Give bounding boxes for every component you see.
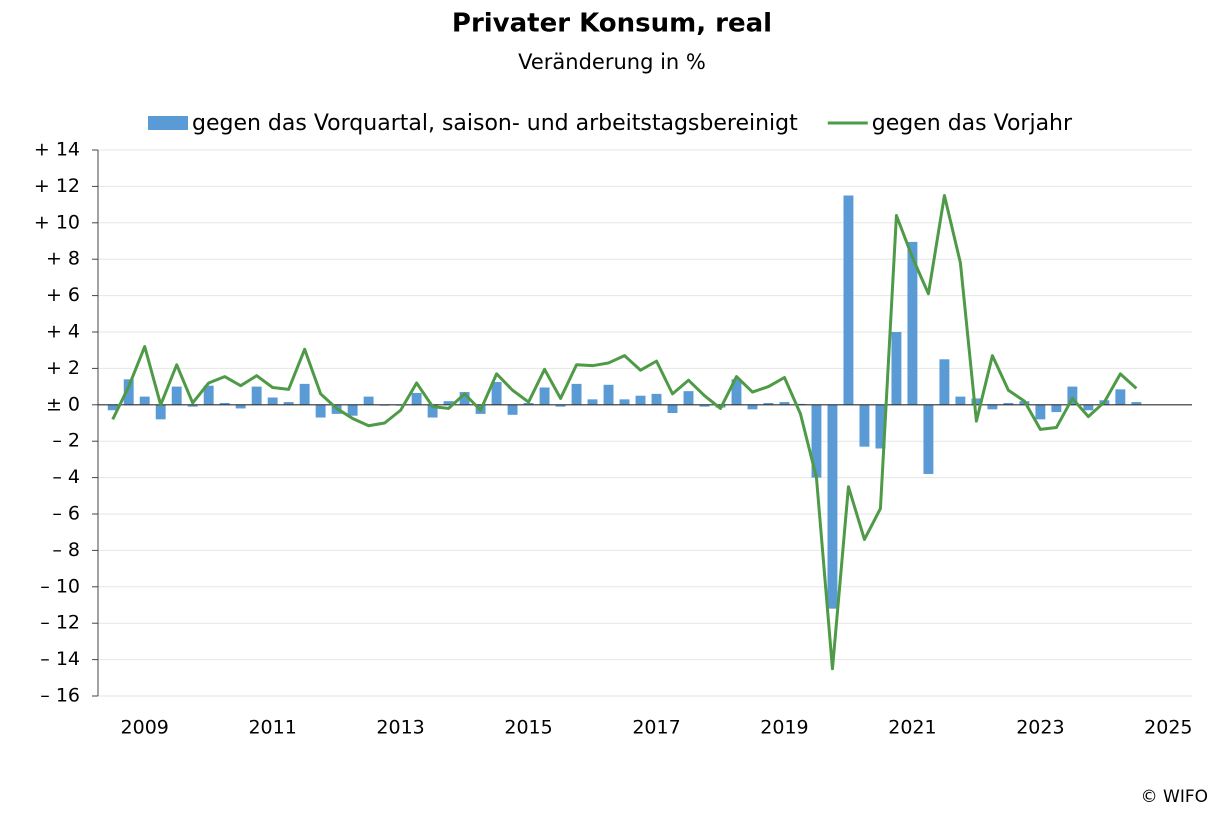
x-tick-label: 2009 (121, 717, 169, 739)
bar (587, 399, 598, 405)
bar (939, 359, 950, 405)
bar (651, 393, 662, 405)
x-tick-label: 2023 (1016, 717, 1064, 739)
y-tick-label: + 4 (46, 321, 80, 343)
bar (891, 332, 902, 405)
x-tick-label: 2011 (248, 717, 296, 739)
bar (539, 387, 550, 405)
bar (187, 404, 198, 407)
bar (267, 397, 278, 405)
y-tick-label: – 12 (40, 612, 80, 634)
x-tick-label: 2015 (504, 717, 552, 739)
y-tick-label: + 2 (46, 357, 80, 379)
legend-swatch (148, 116, 188, 130)
y-tick-label: – 4 (52, 466, 80, 488)
bar (923, 404, 934, 474)
bar (683, 391, 694, 405)
bar (555, 404, 566, 407)
bar (827, 404, 838, 609)
bar (411, 392, 422, 405)
bar (1067, 386, 1078, 405)
x-tick-label: 2021 (888, 717, 936, 739)
bar (507, 404, 518, 415)
bar (1083, 404, 1094, 411)
bar (315, 404, 326, 418)
legend-label: gegen das Vorjahr (872, 111, 1073, 136)
bar (283, 402, 294, 405)
bar (763, 402, 774, 405)
bar (299, 383, 310, 405)
chart-subtitle: Veränderung in % (518, 50, 706, 74)
bar (235, 404, 246, 409)
bar (667, 404, 678, 413)
bar (875, 404, 886, 449)
bar (603, 384, 614, 405)
bar (859, 404, 870, 447)
bar (1051, 404, 1062, 413)
y-tick-label: + 12 (34, 175, 80, 197)
bar (635, 395, 646, 405)
y-tick-label: + 14 (34, 139, 80, 161)
bar (347, 404, 358, 416)
y-tick-label: – 10 (40, 575, 80, 597)
y-tick-label: + 6 (46, 284, 80, 306)
bar (459, 392, 470, 405)
y-tick-label: ± 0 (46, 393, 80, 415)
y-tick-label: + 8 (46, 248, 80, 270)
bar (955, 396, 966, 405)
y-tick-label: – 8 (52, 539, 80, 561)
line (111, 194, 1138, 671)
legend-label: gegen das Vorquartal, saison- und arbeit… (192, 111, 798, 136)
bar (427, 404, 438, 418)
bar (139, 396, 150, 405)
bar (251, 386, 262, 405)
bar (619, 399, 630, 405)
bar (363, 396, 374, 405)
bar (1035, 404, 1046, 420)
bar (219, 402, 230, 405)
bar (1115, 389, 1126, 405)
bar (747, 404, 758, 410)
bar (1131, 402, 1142, 405)
bar (731, 379, 742, 405)
bar (843, 195, 854, 405)
bar (971, 398, 982, 405)
bar (107, 404, 118, 411)
bar (443, 401, 454, 405)
y-tick-label: – 16 (40, 685, 80, 707)
y-tick-label: – 2 (52, 430, 80, 452)
chart-title: Privater Konsum, real (452, 9, 772, 39)
bar (203, 385, 214, 405)
bar (699, 404, 710, 407)
bar (987, 404, 998, 410)
bar (907, 241, 918, 405)
bar (171, 386, 182, 405)
x-tick-label: 2025 (1144, 717, 1192, 739)
bar (523, 402, 534, 405)
x-tick-label: 2017 (632, 717, 680, 739)
bar (123, 379, 134, 405)
y-tick-label: – 14 (40, 648, 80, 670)
bar (779, 402, 790, 405)
x-tick-label: 2019 (760, 717, 808, 739)
bar (491, 382, 502, 405)
x-tick-label: 2013 (376, 717, 424, 739)
y-tick-label: + 10 (34, 211, 80, 233)
bar (571, 383, 582, 405)
source: © WIFO (1141, 787, 1208, 807)
bar (155, 404, 166, 420)
bar (1003, 402, 1014, 405)
bar (811, 404, 822, 478)
y-tick-label: – 6 (52, 503, 80, 525)
